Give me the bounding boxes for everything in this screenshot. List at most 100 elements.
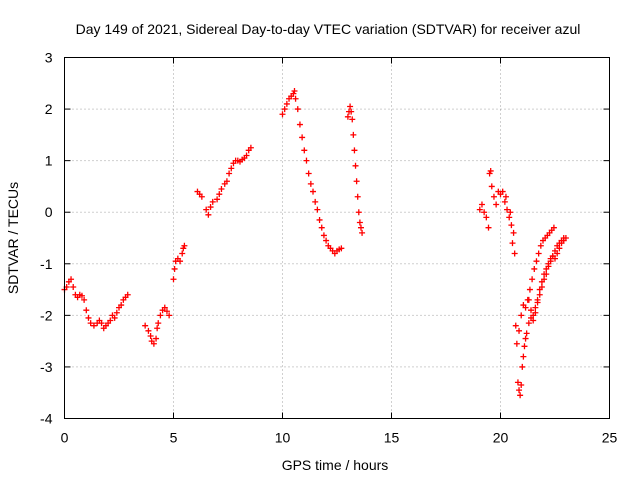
data-point <box>538 278 545 285</box>
y-tick-label: 1 <box>45 153 53 169</box>
data-point <box>532 304 539 311</box>
data-point <box>507 209 514 216</box>
data-point <box>536 286 543 293</box>
data-point <box>85 314 92 321</box>
data-point <box>294 106 301 113</box>
data-point <box>145 327 152 334</box>
data-point <box>533 258 540 265</box>
data-point <box>228 165 235 172</box>
data-point <box>499 188 506 195</box>
data-point <box>552 255 558 262</box>
data-point <box>78 292 85 299</box>
data-point <box>107 317 114 324</box>
chart-title: Day 149 of 2021, Sidereal Day-to-day VTE… <box>76 21 581 37</box>
data-point <box>124 291 131 298</box>
series-arc-5 <box>279 88 345 257</box>
data-point <box>247 144 254 151</box>
data-point <box>111 314 118 321</box>
data-point <box>522 304 529 311</box>
data-point <box>347 103 354 110</box>
data-point <box>166 312 173 319</box>
data-point <box>509 240 516 247</box>
data-point <box>543 265 550 272</box>
data-point <box>521 343 528 350</box>
data-point <box>70 283 77 290</box>
data-point <box>310 188 317 195</box>
data-point <box>530 317 537 324</box>
data-point <box>142 322 149 329</box>
data-point <box>488 183 495 190</box>
data-point <box>153 335 160 342</box>
data-point <box>562 235 569 241</box>
data-point <box>226 170 233 177</box>
data-point <box>522 335 529 342</box>
data-point <box>203 206 210 213</box>
series-arc-4 <box>194 144 254 218</box>
data-point <box>349 116 356 123</box>
data-point <box>537 242 544 249</box>
data-point <box>344 113 351 120</box>
data-point <box>350 131 357 138</box>
data-point <box>291 88 298 95</box>
data-point <box>314 206 321 213</box>
data-point <box>338 245 345 252</box>
data-point <box>502 193 509 200</box>
data-point <box>517 392 524 399</box>
data-point <box>316 216 323 223</box>
series-arc-2 <box>142 304 173 347</box>
data-point <box>353 178 360 185</box>
data-point <box>535 250 542 257</box>
data-point <box>490 193 497 200</box>
data-point <box>485 224 492 231</box>
data-point <box>352 162 359 169</box>
data-point <box>501 198 508 205</box>
y-axis-label: SDTVAR / TECUs <box>5 182 21 294</box>
data-point <box>154 325 161 332</box>
data-point <box>355 209 362 216</box>
data-point <box>476 206 483 213</box>
data-point <box>536 291 543 298</box>
data-point <box>223 178 230 185</box>
data-point <box>218 186 225 193</box>
data-points <box>61 88 569 399</box>
data-point <box>506 214 513 221</box>
data-point <box>493 201 500 208</box>
series-arc-3 <box>170 242 188 283</box>
data-point <box>550 224 557 231</box>
data-point <box>516 387 523 394</box>
data-point <box>81 296 88 303</box>
y-tick-label: 3 <box>45 50 53 66</box>
data-point <box>348 108 355 115</box>
data-point <box>514 379 521 386</box>
data-point <box>525 320 532 327</box>
data-point <box>177 258 184 265</box>
data-point <box>534 296 541 303</box>
data-point <box>541 271 548 278</box>
data-point <box>545 260 552 267</box>
data-point <box>155 320 162 327</box>
data-point <box>118 302 125 309</box>
series-arc-9 <box>516 224 557 334</box>
data-point <box>357 224 364 231</box>
data-point <box>243 152 250 159</box>
data-point <box>198 193 205 200</box>
x-tick-label: 5 <box>170 430 178 446</box>
data-point <box>518 312 525 319</box>
data-point <box>512 322 519 329</box>
series-arc-6 <box>344 103 366 236</box>
data-point <box>98 320 105 327</box>
data-point <box>359 229 366 236</box>
series-arc-7 <box>476 167 518 257</box>
data-point <box>525 296 532 303</box>
y-tick-label: -1 <box>40 256 53 272</box>
data-point <box>518 381 525 388</box>
data-point <box>504 206 511 213</box>
data-point <box>147 332 154 339</box>
data-point <box>508 222 515 229</box>
data-point <box>307 180 314 187</box>
data-point <box>303 157 310 164</box>
data-point <box>351 147 358 154</box>
data-point <box>513 340 520 347</box>
data-point <box>529 276 536 283</box>
y-tick-label: 0 <box>45 204 53 220</box>
